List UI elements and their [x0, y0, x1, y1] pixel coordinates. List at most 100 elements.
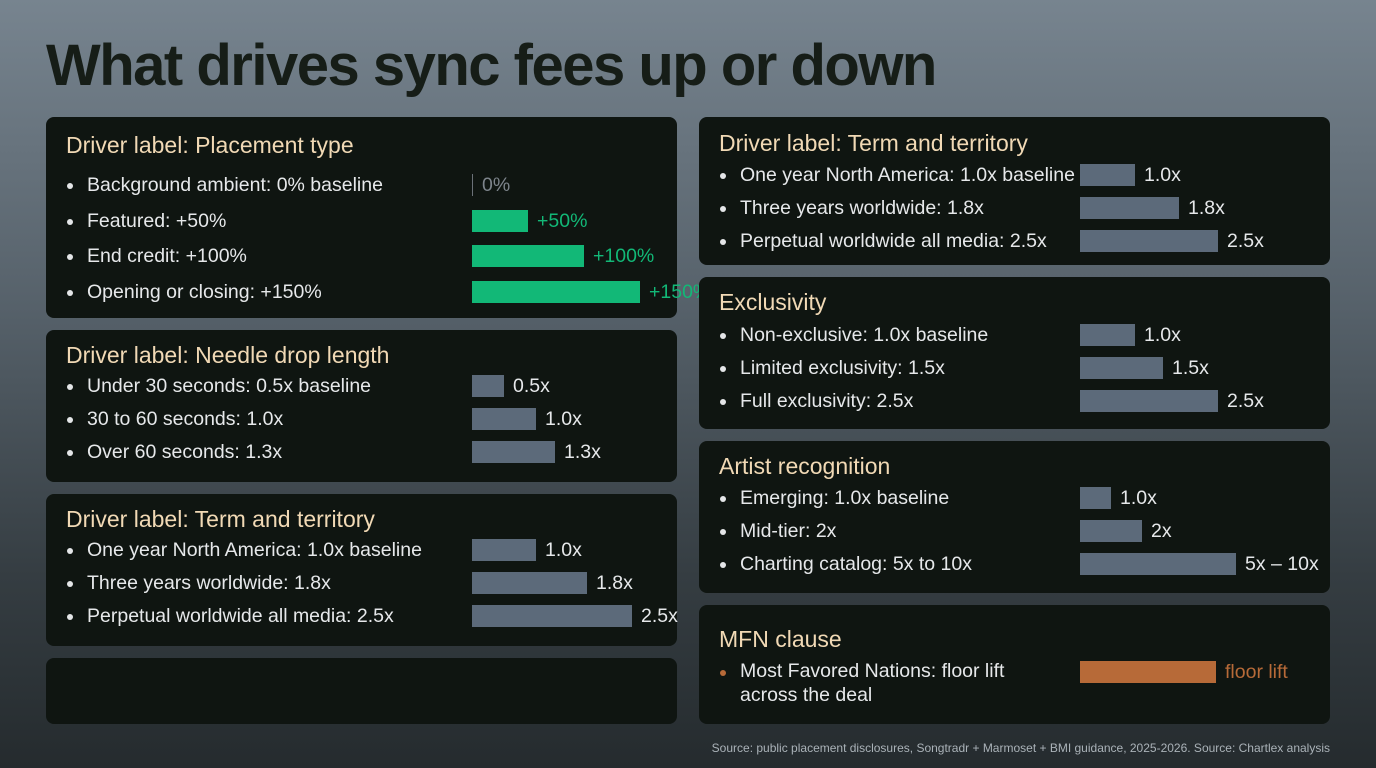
driver-title: MFN clause [719, 626, 842, 652]
row-label: Under 30 seconds: 0.5x baseline [87, 375, 372, 397]
value-label: 2.5x [641, 605, 678, 627]
bar-mark [472, 245, 584, 267]
driver-row: Emerging: 1.0x baseline 1.0x [699, 485, 1330, 511]
driver-row: Under 30 seconds: 0.5x baseline 0.5x [46, 373, 677, 399]
driver-title: Driver label: Needle drop length [66, 342, 390, 368]
value-label: 5x – 10x [1245, 553, 1319, 575]
bar-mark [1080, 324, 1135, 346]
driver-row: Limited exclusivity: 1.5x 1.5x [699, 355, 1330, 381]
value-label: 1.3x [564, 441, 601, 463]
bar-mark [472, 408, 536, 430]
row-label: Opening or closing: +150% [87, 280, 322, 303]
bar-mark [472, 441, 555, 463]
value-label: 2x [1151, 520, 1172, 542]
driver-card-6: Artist recognition Emerging: 1.0x baselin… [699, 441, 1330, 593]
bullet-icon [67, 581, 73, 587]
row-label: Full exclusivity: 2.5x [740, 390, 914, 412]
driver-row: Opening or closing: +150% +150% [46, 279, 710, 305]
driver-row: End credit: +100% +100% [46, 243, 677, 269]
bullet-icon [720, 333, 726, 339]
value-label: +50% [537, 209, 588, 232]
driver-row: Featured: +50% +50% [46, 208, 677, 234]
driver-row: Over 60 seconds: 1.3x 1.3x [46, 439, 677, 465]
bar-mark [472, 539, 536, 561]
driver-row: Non-exclusive: 1.0x baseline 1.0x [699, 322, 1330, 348]
driver-card-1: Driver label: Placement type Background a… [46, 117, 710, 318]
bullet-icon [67, 218, 73, 225]
page-title: What drives sync fees up or down [46, 33, 937, 98]
row-label: 30 to 60 seconds: 1.0x [87, 408, 284, 430]
driver-title: Driver label: Placement type [66, 132, 354, 158]
bar-mark [1080, 487, 1111, 509]
bullet-icon [720, 399, 726, 405]
bar-mark [1080, 553, 1236, 575]
bullet-icon [720, 239, 726, 245]
bar-mark [472, 209, 528, 232]
bar-mark [472, 605, 632, 627]
empty-card [46, 658, 677, 724]
bullet-icon [67, 384, 73, 390]
row-label: One year North America: 1.0x baseline [87, 539, 422, 561]
row-label: Non-exclusive: 1.0x baseline [740, 324, 989, 346]
bullet-icon [720, 173, 726, 179]
driver-card-5: Exclusivity Non-exclusive: 1.0x baseline 1… [699, 277, 1330, 429]
value-label: 2.5x [1227, 230, 1264, 252]
driver-row: One year North America: 1.0x baseline 1.0… [699, 162, 1330, 188]
bar-mark [1080, 230, 1218, 252]
row-label: End credit: +100% [87, 245, 247, 267]
bullet-icon [720, 562, 726, 568]
row-label: Over 60 seconds: 1.3x [87, 441, 283, 463]
driver-row: Charting catalog: 5x to 10x 5x – 10x [699, 551, 1330, 577]
row-label: Background ambient: 0% baseline [87, 174, 383, 196]
row-label: Perpetual worldwide all media: 2.5x [740, 230, 1047, 252]
driver-row: 30 to 60 seconds: 1.0x 1.0x [46, 406, 677, 432]
value-label: 0% [482, 174, 511, 196]
driver-row: One year North America: 1.0x baseline 1.0… [46, 537, 677, 563]
bullet-icon [67, 183, 73, 189]
bullet-icon [720, 206, 726, 212]
bullet-icon [67, 548, 73, 554]
value-label: 1.8x [596, 572, 633, 594]
driver-card-7: MFN clause Most Favored Nations: floor li… [699, 605, 1330, 724]
bar-mark [1080, 520, 1142, 542]
driver-row: Mid-tier: 2x 2x [699, 518, 1330, 544]
bullet-icon [720, 670, 726, 676]
value-label: 1.0x [545, 408, 582, 430]
bar-mark [472, 375, 504, 397]
value-label: 1.0x [545, 539, 582, 561]
value-label: floor lift [1225, 661, 1288, 683]
row-label: Three years worldwide: 1.8x [87, 572, 331, 594]
driver-row: Perpetual worldwide all media: 2.5x 2.5x [699, 228, 1330, 254]
bullet-icon [720, 529, 726, 535]
driver-row: Three years worldwide: 1.8x 1.8x [46, 570, 677, 596]
driver-card-4: Driver label: Term and territory One year… [699, 117, 1330, 265]
bullet-icon [67, 289, 73, 296]
row-label: Featured: +50% [87, 209, 227, 232]
bullet-icon [67, 614, 73, 620]
driver-row: Three years worldwide: 1.8x 1.8x [699, 195, 1330, 221]
value-label: 2.5x [1227, 390, 1264, 412]
row-label: Emerging: 1.0x baseline [740, 487, 950, 509]
value-label: 1.5x [1172, 357, 1209, 379]
driver-row: Most Favored Nations: floor lift across … [699, 659, 1330, 706]
driver-card-2: Driver label: Needle drop length Under 30… [46, 330, 677, 482]
bullet-icon [720, 496, 726, 502]
bullet-icon [67, 417, 73, 423]
bar-mark [1080, 390, 1218, 412]
bar-mark [472, 280, 640, 303]
source-note: Source: public placement disclosures, So… [711, 741, 1330, 755]
driver-card-3: Driver label: Term and territory One year… [46, 494, 678, 646]
bar-mark [472, 572, 587, 594]
row-label: Limited exclusivity: 1.5x [740, 357, 945, 379]
bar-mark [1080, 357, 1163, 379]
value-label: 1.0x [1120, 487, 1157, 509]
value-label: 1.0x [1144, 164, 1181, 186]
driver-row: Perpetual worldwide all media: 2.5x 2.5x [46, 603, 678, 629]
value-label: 1.0x [1144, 324, 1181, 346]
value-label: 1.8x [1188, 197, 1225, 219]
row-label: Three years worldwide: 1.8x [740, 197, 984, 219]
bar-mark [472, 174, 473, 196]
driver-title: Driver label: Term and territory [719, 130, 1028, 156]
value-label: +100% [593, 245, 655, 267]
bar-mark [1080, 661, 1216, 683]
